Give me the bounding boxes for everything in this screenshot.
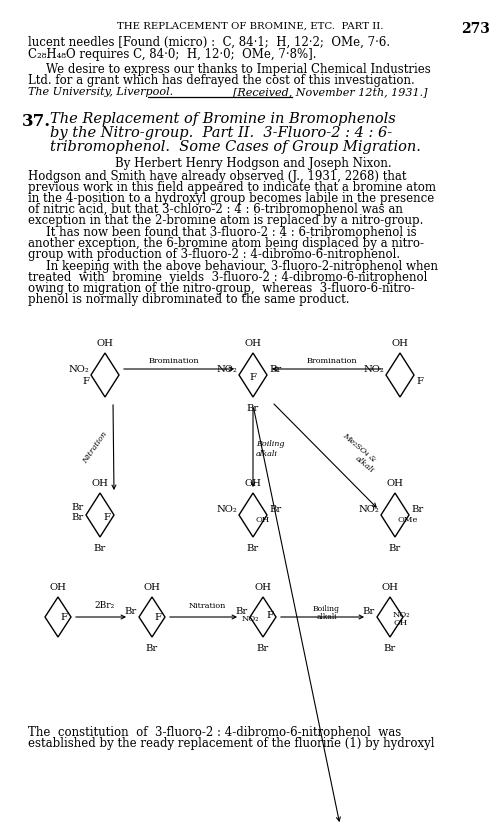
Text: Br: Br bbox=[72, 503, 84, 512]
Text: NO₂: NO₂ bbox=[68, 365, 89, 374]
Text: NO₂: NO₂ bbox=[363, 365, 384, 374]
Text: OH: OH bbox=[244, 479, 262, 488]
Text: Br: Br bbox=[247, 544, 259, 553]
Text: exception in that the 2-bromine atom is replaced by a nitro-group.: exception in that the 2-bromine atom is … bbox=[28, 214, 423, 227]
Text: We desire to express our thanks to Imperial Chemical Industries: We desire to express our thanks to Imper… bbox=[46, 63, 431, 76]
Text: previous work in this field appeared to indicate that a bromine atom: previous work in this field appeared to … bbox=[28, 181, 436, 194]
Text: Br: Br bbox=[146, 644, 158, 653]
Text: OH: OH bbox=[393, 619, 407, 627]
Text: OH: OH bbox=[392, 339, 408, 348]
Text: owing to migration of the nitro-group,  whereas  3-fluoro-6-nitro-: owing to migration of the nitro-group, w… bbox=[28, 282, 415, 295]
Text: F: F bbox=[250, 373, 256, 381]
Text: OH: OH bbox=[386, 479, 404, 488]
Text: Br: Br bbox=[125, 607, 137, 616]
Text: Br: Br bbox=[363, 607, 375, 616]
Text: treated  with  bromine  yields  3-fluoro-2 : 4-dibromo-6-nitrophenol: treated with bromine yields 3-fluoro-2 :… bbox=[28, 271, 427, 284]
Text: 37.: 37. bbox=[22, 113, 51, 130]
Text: Me₂SO₄ &: Me₂SO₄ & bbox=[340, 431, 377, 464]
Text: Hodgson and Smith have already observed (J., 1931, 2268) that: Hodgson and Smith have already observed … bbox=[28, 170, 406, 183]
Text: NO₂: NO₂ bbox=[393, 611, 410, 619]
Text: alkali: alkali bbox=[354, 454, 376, 474]
Text: OH: OH bbox=[382, 583, 398, 592]
Text: By Herbert Henry Hodgson and Joseph Nixon.: By Herbert Henry Hodgson and Joseph Nixo… bbox=[115, 157, 392, 170]
Text: Br: Br bbox=[72, 513, 84, 522]
Text: Br: Br bbox=[384, 644, 396, 653]
Text: The University, Liverpool.: The University, Liverpool. bbox=[28, 87, 173, 97]
Text: Bromination: Bromination bbox=[306, 357, 357, 365]
Text: Br: Br bbox=[269, 505, 281, 513]
Text: Boiling: Boiling bbox=[313, 605, 340, 613]
Text: F: F bbox=[154, 612, 161, 621]
Text: Br: Br bbox=[389, 544, 401, 553]
Text: Nitration: Nitration bbox=[189, 602, 226, 610]
Text: OH: OH bbox=[92, 479, 108, 488]
Text: established by the ready replacement of the fluorine (1) by hydroxyl: established by the ready replacement of … bbox=[28, 737, 434, 750]
Text: Br: Br bbox=[236, 607, 248, 616]
Text: lucent needles [Found (micro) :  C, 84·1;  H, 12·2;  OMe, 7·6.: lucent needles [Found (micro) : C, 84·1;… bbox=[28, 36, 390, 49]
Text: OMe: OMe bbox=[397, 516, 417, 524]
Text: NO₂: NO₂ bbox=[358, 505, 379, 513]
Text: F: F bbox=[266, 610, 273, 620]
Text: in the 4-position to a hydroxyl group becomes labile in the presence: in the 4-position to a hydroxyl group be… bbox=[28, 192, 434, 205]
Text: Ltd. for a grant which has defrayed the cost of this investigation.: Ltd. for a grant which has defrayed the … bbox=[28, 74, 415, 87]
Text: 2Br₂: 2Br₂ bbox=[95, 601, 115, 610]
Text: by the Nitro-group.  Part II.  3-Fluoro-2 : 4 : 6-: by the Nitro-group. Part II. 3-Fluoro-2 … bbox=[50, 126, 392, 140]
Text: phenol is normally dibrominated to the same product.: phenol is normally dibrominated to the s… bbox=[28, 293, 349, 306]
Text: F: F bbox=[416, 376, 423, 385]
Text: Bromination: Bromination bbox=[148, 357, 200, 365]
Text: The Replacement of Bromine in Bromophenols: The Replacement of Bromine in Bromopheno… bbox=[50, 112, 396, 126]
Text: Br: Br bbox=[411, 505, 423, 513]
Text: of nitric acid, but that 3-chloro-2 : 4 : 6-tribromophenol was an: of nitric acid, but that 3-chloro-2 : 4 … bbox=[28, 203, 403, 216]
Text: C₂₈H₄₈O requires C, 84·0;  H, 12·0;  OMe, 7·8%].: C₂₈H₄₈O requires C, 84·0; H, 12·0; OMe, … bbox=[28, 48, 316, 61]
Text: The  constitution  of  3-fluoro-2 : 4-dibromo-6-nitrophenol  was: The constitution of 3-fluoro-2 : 4-dibro… bbox=[28, 726, 401, 739]
Text: NO₂: NO₂ bbox=[216, 505, 237, 513]
Text: NO₂: NO₂ bbox=[216, 365, 237, 374]
Text: Br: Br bbox=[269, 365, 281, 374]
Text: F: F bbox=[60, 612, 67, 621]
Text: group with production of 3-fluoro-2 : 4-dibromo-6-nitrophenol.: group with production of 3-fluoro-2 : 4-… bbox=[28, 248, 400, 261]
Text: Boiling
alkali: Boiling alkali bbox=[256, 440, 284, 458]
Text: THE REPLACEMENT OF BROMINE, ETC.  PART II.: THE REPLACEMENT OF BROMINE, ETC. PART II… bbox=[117, 22, 384, 31]
Text: OH: OH bbox=[96, 339, 114, 348]
Text: Br: Br bbox=[247, 404, 259, 413]
Text: F: F bbox=[82, 376, 89, 385]
Text: OH: OH bbox=[144, 583, 160, 592]
Text: alkali: alkali bbox=[316, 613, 337, 621]
Text: OH: OH bbox=[50, 583, 66, 592]
Text: NO₂: NO₂ bbox=[242, 615, 259, 623]
Text: OH: OH bbox=[244, 339, 262, 348]
Text: F: F bbox=[103, 513, 110, 522]
Text: Nitration: Nitration bbox=[82, 430, 110, 465]
Text: OH: OH bbox=[255, 516, 269, 524]
Text: Br: Br bbox=[94, 544, 106, 553]
Text: Br: Br bbox=[257, 644, 269, 653]
Text: tribromophenol.  Some Cases of Group Migration.: tribromophenol. Some Cases of Group Migr… bbox=[50, 140, 421, 154]
Text: another exception, the 6-bromine atom being displaced by a nitro-: another exception, the 6-bromine atom be… bbox=[28, 237, 424, 250]
Text: [Received, November 12th, 1931.]: [Received, November 12th, 1931.] bbox=[233, 87, 428, 97]
Text: 273: 273 bbox=[461, 22, 490, 36]
Text: It has now been found that 3-fluoro-2 : 4 : 6-tribromophenol is: It has now been found that 3-fluoro-2 : … bbox=[46, 226, 416, 239]
Text: OH: OH bbox=[254, 583, 272, 592]
Text: In keeping with the above behaviour, 3-fluoro-2-nitrophenol when: In keeping with the above behaviour, 3-f… bbox=[46, 260, 438, 273]
